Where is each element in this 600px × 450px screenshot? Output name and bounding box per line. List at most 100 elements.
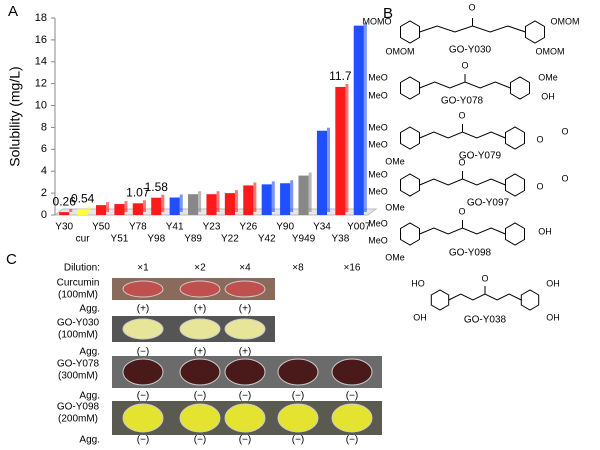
chain [419,131,506,139]
agg-result: (+) [239,304,252,315]
bar-side [124,201,128,212]
ring [505,126,525,150]
x-tick-label: Y38 [331,234,349,245]
well [122,358,164,386]
dilution: ×16 [344,263,361,274]
y-tick-label: 10 [35,99,47,111]
data-label: 1.07 [126,185,150,199]
structure-label: GO-Y078 [441,96,484,107]
atom-label: O [458,110,465,120]
y-tick-label: 4 [41,165,47,177]
bar-side [216,191,220,212]
agg-result: (−) [292,435,305,446]
bar [114,204,125,215]
data-label: 1.58 [145,180,169,194]
agg-result: (−) [137,347,150,358]
x-tick-label: Y50 [92,222,110,233]
agg-label: Agg. [79,347,100,358]
well [179,280,221,298]
well [179,318,221,340]
sample-name: GO-Y030 [57,318,100,329]
x-tick-label: Y42 [258,234,276,245]
atom-label: O [461,60,468,70]
well [224,403,266,433]
dilution-label: Dilution: [64,263,100,274]
sample-name: GO-Y098 [57,402,100,413]
ring [505,173,525,197]
dilution: ×8 [292,263,304,274]
y-tick-label: 12 [35,78,47,90]
well [277,403,319,433]
atom-label: OH [413,312,427,322]
agg-result: (−) [346,435,359,446]
atom-label: O [536,134,543,144]
structure: MeO MeO OMe O O O GO-Y097 [368,157,568,212]
bar [95,205,107,215]
agg-result: (−) [239,391,252,402]
chain [419,227,506,235]
bar-side [345,83,349,212]
atom-label: MeO [368,186,388,196]
bar [243,185,254,215]
bar-side [308,172,312,212]
x-tick-label: Y41 [166,222,184,233]
sample-conc: (200mM) [58,414,98,425]
atom-label: MeO [368,218,388,228]
bar-side [198,191,202,212]
atom-label: OH [538,226,552,236]
ring [400,76,420,100]
x-tick-label: cur [76,234,91,245]
atom-label: O [458,206,465,216]
atom-label: OMe [385,156,405,166]
atom-label: O [468,2,475,12]
sample-conc: (100mM) [58,330,98,341]
structure-label: GO-Y097 [467,198,510,209]
structure-label: GO-Y079 [459,151,502,162]
bar [298,175,309,215]
agg-label: Agg. [79,391,100,402]
well [122,318,164,340]
bar [151,197,162,215]
x-tick-label: Y34 [313,222,331,233]
bar [261,184,272,215]
well [224,280,266,298]
panel-label: A [8,3,18,20]
atom-label: OMe [538,72,558,82]
sample-conc: (300mM) [58,371,98,382]
x-tick-label: Y949 [292,234,316,245]
y-tick-label: 14 [35,56,47,68]
structure: MeO MeO OMe OH O GO-Y078 [368,60,558,106]
data-label: 0.26 [53,194,77,208]
atom-label: OH [546,312,560,322]
y-tick-label: 6 [41,143,47,155]
x-tick-label: Y22 [221,234,239,245]
chain [419,81,511,89]
x-tick-label: Y98 [147,234,165,245]
well [331,358,373,386]
atom-label: MeO [368,122,388,132]
x-tick-label: Y89 [184,234,202,245]
bar-side [271,181,275,212]
atom-label: O [561,126,568,136]
x-tick-label: Y26 [239,222,257,233]
well [122,403,164,433]
x-tick-label: Y78 [129,222,147,233]
panel-label: C [6,251,17,268]
bar-side [327,127,331,212]
x-tick-label: Y30 [55,222,73,233]
agg-result: (−) [346,391,359,402]
agg-label: Agg. [79,304,100,315]
data-label: 11.7 [329,69,352,83]
ring [505,222,525,246]
bar-side [87,206,91,212]
bar-side [234,190,238,212]
bar [206,194,217,215]
atom-label: O [458,157,465,167]
ring [400,173,420,197]
bar-side [142,200,146,212]
atom-label: MeO [368,235,388,245]
well [122,280,164,298]
structure: MOMO OMOM OMOM OMOM O GO-Y030 [363,2,580,56]
x-tick-label: Y23 [203,222,221,233]
